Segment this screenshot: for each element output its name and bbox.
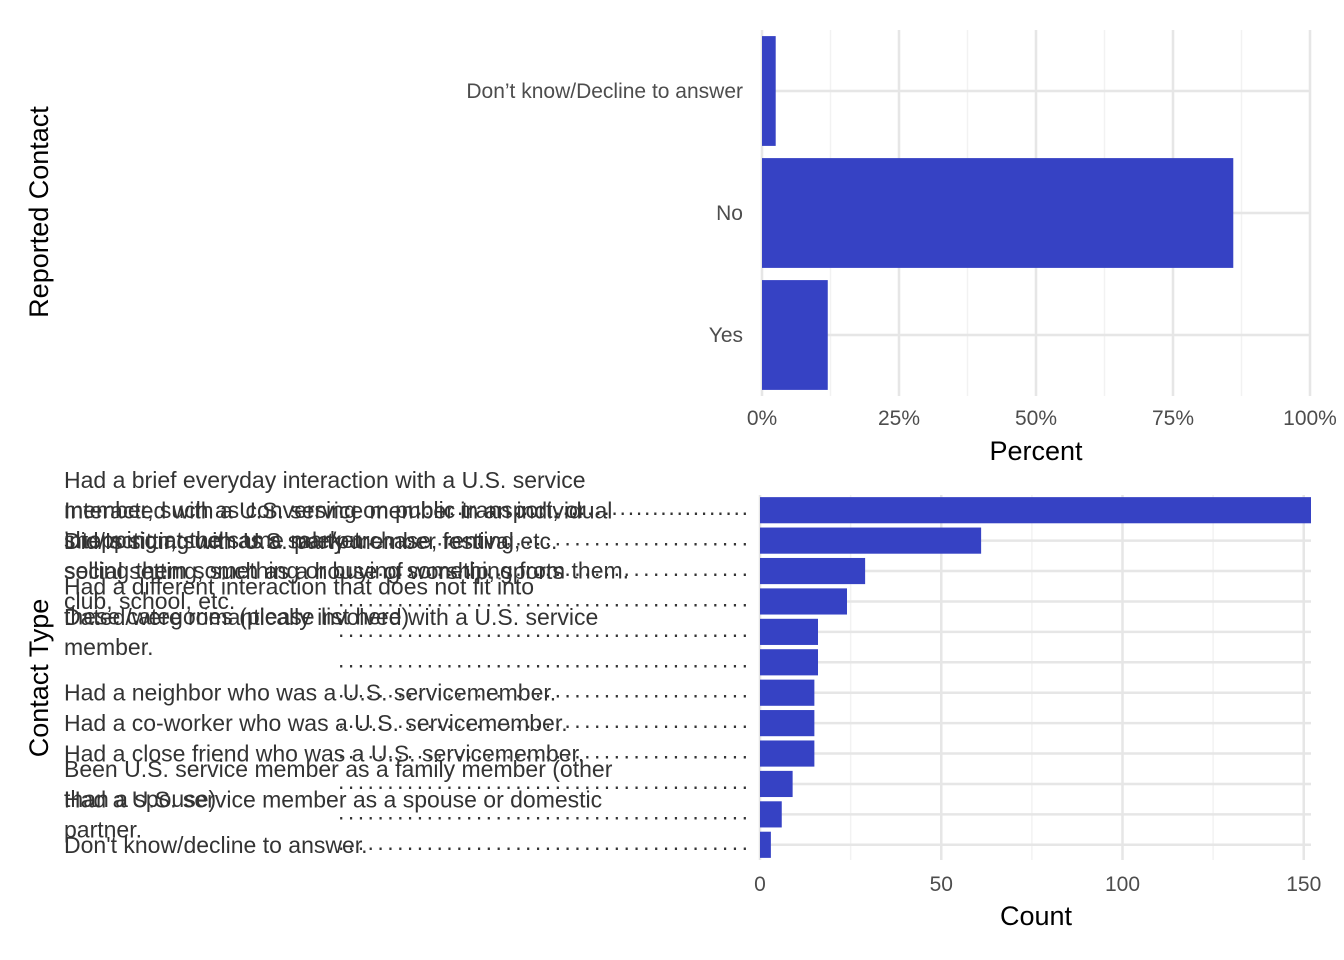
category-label: Did/Is sitting with U.S. party member fe… (64, 528, 557, 554)
bar (760, 740, 815, 767)
category-label: No (716, 202, 743, 225)
bar (760, 618, 818, 645)
contact-type-bars (760, 497, 1311, 858)
category-label: member, such as conversing on public tra… (64, 497, 586, 523)
leader-dots: . . . . . . . . . . . . . . . . . . . . … (338, 525, 748, 551)
contact-type-grid (758, 495, 1311, 860)
bar (760, 801, 782, 828)
category-label: Don’t know/Decline to answer (466, 80, 743, 103)
x-tick-label: 150 (1286, 873, 1321, 896)
bar (760, 831, 771, 858)
category-label: Yes (709, 324, 743, 347)
bar (760, 527, 982, 554)
leader-dots: . . . . . . . . . . . . . . . . . . . . … (338, 616, 748, 642)
contact-type-x-ticks: 0 50 100 150 (754, 873, 1321, 896)
category-label: partner. (64, 816, 142, 842)
x-tick-label: 25% (878, 407, 920, 430)
reported-contact-category-labels: Yes No Don’t know/Decline to answer (466, 80, 743, 347)
x-tick-label: 50% (1015, 407, 1057, 430)
category-label: member. (64, 634, 153, 660)
category-label: Had a different interaction that does no… (64, 573, 534, 599)
x-tick-label: 100 (1105, 873, 1140, 896)
reported-contact-x-ticks: 0% 25% 50% 75% 100% (747, 407, 1337, 430)
bar (760, 770, 793, 798)
x-tick-label: 0% (747, 407, 777, 430)
category-label: Had a close friend who was a U.S. servic… (64, 741, 584, 767)
bar (760, 557, 866, 585)
bar (762, 36, 776, 146)
x-tick-label: 75% (1152, 407, 1194, 430)
category-label: Been U.S. service member as a family mem… (64, 756, 613, 782)
category-label: Had a U.S. service member as a spouse or… (64, 786, 602, 812)
category-label: Had a brief everyday interaction with a … (64, 467, 586, 493)
bar (762, 280, 828, 390)
bar (760, 710, 815, 737)
leader-dots: . . . . . . . . . . . . . . . . . . . . … (408, 494, 748, 520)
leader-dots: . . . . . . . . . . . . . . . . . . . . … (338, 585, 748, 611)
bar (760, 649, 818, 676)
leader-dots: . . . . . . . . . . . . . . . . . . . . … (338, 707, 748, 733)
leader-dots: . . . . . . . . . . . . . . . . . . . . … (338, 798, 748, 824)
category-label: Dated/were romantically involved with a … (64, 604, 598, 630)
leader-dots: . . . . . . . . . . . . . . . . . . . . … (338, 555, 748, 581)
bar (760, 497, 1311, 524)
category-label: these categories (please list here) (64, 603, 409, 629)
leader-dots: . . . . . . . . . . . . . . . . . . . . … (338, 646, 748, 672)
category-label: club, school, etc. (64, 588, 235, 614)
bar (760, 679, 815, 706)
leader-dots: . . . . . . . . . . . . . . . . . . . . … (338, 768, 748, 794)
leader-dots: . . . . . . . . . . . . . . . . . . . . … (338, 829, 748, 855)
category-label: Don't know/decline to answer. (64, 832, 368, 858)
category-label: interaction, such as a sale/purchase, re… (64, 528, 520, 554)
leader-dots: . . . . . . . . . . . . . . . . . . . . … (338, 738, 748, 764)
x-tick-label: 100% (1283, 407, 1337, 430)
bar (760, 588, 847, 615)
x-tick-label: 0 (754, 873, 766, 896)
contact-type-x-axis-title: Count (1000, 901, 1073, 931)
contact-type-y-axis-title: Contact Type (24, 599, 54, 758)
category-label: than a spouse) (64, 786, 216, 812)
bar (762, 158, 1234, 268)
category-label: shopping at the same market. (64, 527, 367, 553)
category-label: Had a co-worker who was a U.S. serviceme… (64, 710, 568, 736)
reported-contact-chart: Yes No Don’t know/Decline to answer 0% 25% 5… (24, 30, 1337, 466)
x-tick-label: 50 (930, 873, 953, 896)
leader-dots: . . . . . . . . . . . . . . . . . . . . … (338, 677, 748, 703)
category-label: selling them something or buying somethi… (64, 558, 629, 584)
reported-contact-x-axis-title: Percent (989, 436, 1083, 466)
contact-type-category-labels: . . . . . . . . . . . . . . . . . . . . … (64, 467, 748, 858)
contact-type-chart: . . . . . . . . . . . . . . . . . . . . … (24, 467, 1321, 931)
reported-contact-bars (762, 36, 1234, 390)
reported-contact-y-axis-title: Reported Contact (24, 106, 54, 318)
category-label: social setting, such as a house of worsh… (64, 558, 564, 584)
category-label: Interacted with a U.S. service member in… (64, 498, 612, 524)
category-label: Had a neighbor who was a U.S. servicemem… (64, 680, 556, 706)
